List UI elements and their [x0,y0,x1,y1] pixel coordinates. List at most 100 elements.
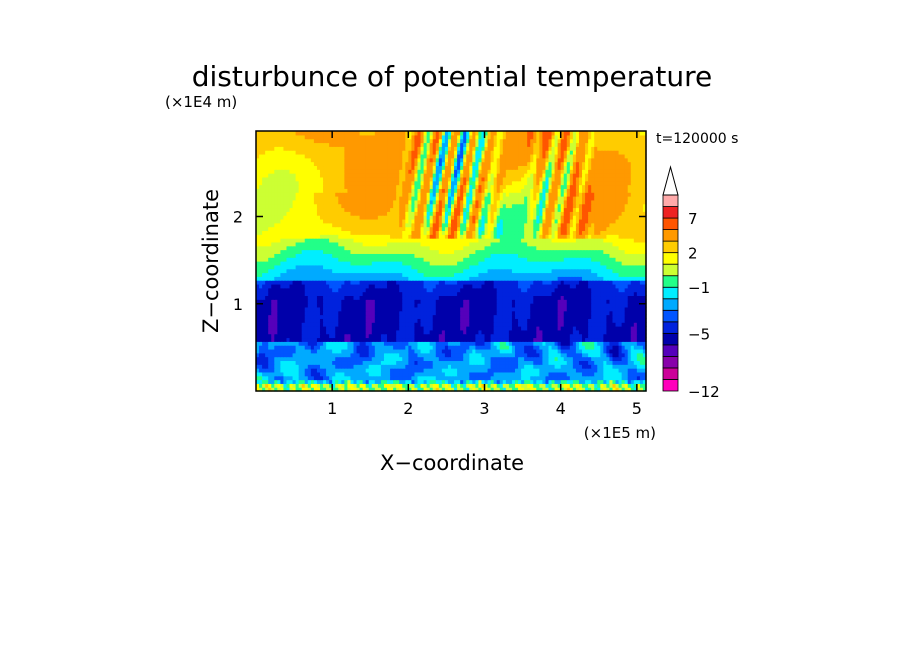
field-cell [536,348,540,354]
field-cell [280,295,285,300]
field-cell [426,326,431,331]
field-cell [396,314,400,319]
field-cell [524,310,528,316]
field-cell [511,326,516,331]
field-cell [402,268,406,274]
field-cell [338,356,342,362]
field-cell [429,295,434,300]
field-cell [639,306,644,312]
field-cell [371,364,376,369]
field-cell [594,245,598,251]
field-cell [566,356,571,362]
field-cell [454,276,458,281]
field-cell [262,314,266,319]
field-cell [603,303,607,308]
field-cell [441,280,446,285]
field-cell [316,299,321,304]
field-cell [423,356,428,362]
field-cell [441,360,446,365]
field-cell [554,272,559,277]
field-cell [490,261,495,266]
field-cell [514,268,519,274]
field-cell [441,287,446,293]
field-cell [514,283,519,289]
field-cell [319,253,324,258]
field-cell [478,261,483,266]
field-cell [542,387,547,392]
field-cell [597,299,601,304]
field-cell [323,326,327,331]
field-cell [630,379,635,384]
field-cell [615,306,620,312]
field-cell [518,375,522,381]
field-cell [606,322,611,327]
field-cell [524,371,528,377]
field-cell [493,283,498,289]
field-cell [457,379,461,384]
field-cell [481,261,486,266]
field-cell [301,245,306,251]
field-cell [460,387,464,392]
field-cell [618,249,623,254]
field-cell [304,287,309,293]
field-cell [292,272,297,277]
field-cell [268,329,272,335]
field-cell [387,375,391,381]
field-cell [609,241,614,247]
field-cell [271,360,275,365]
field-cell [502,261,507,266]
field-cell [335,287,339,293]
field-cell [338,261,342,266]
field-cell [390,276,394,281]
field-cell [496,318,501,323]
field-cell [289,257,294,262]
field-cell [533,341,537,346]
field-cell [536,371,540,377]
field-cell [636,329,641,335]
field-cell [627,287,632,293]
field-cell [335,245,339,251]
field-cell [402,341,406,346]
field-cell [527,241,531,247]
field-cell [307,352,312,358]
field-cell [478,295,483,300]
field-cell [536,360,540,365]
field-cell [615,322,620,327]
field-cell [329,345,333,350]
field-cell [304,379,309,384]
field-cell [286,333,291,339]
field-cell [280,276,285,281]
field-cell [368,368,373,373]
field-cell [514,257,519,262]
field-cell [274,303,278,308]
field-cell [390,387,394,392]
field-cell [265,375,269,381]
field-cell [560,375,565,381]
field-cell [356,303,361,308]
field-cell [292,371,297,377]
field-cell [262,283,266,289]
field-cell [335,241,339,247]
field-cell [323,303,327,308]
field-cell [594,310,598,316]
field-cell [557,345,562,350]
field-cell [490,241,495,247]
field-cell [326,291,330,297]
field-cell [478,383,483,388]
field-cell [469,268,473,274]
field-cell [341,387,345,392]
field-cell [417,249,422,254]
field-cell [606,364,611,369]
field-cell [380,287,385,293]
field-cell [420,295,425,300]
field-cell [326,287,330,293]
field-cell [505,257,510,262]
field-cell [594,306,598,312]
field-cell [484,341,489,346]
field-cell [316,379,321,384]
field-cell [460,299,464,304]
field-cell [341,268,345,274]
field-cell [377,261,382,266]
field-cell [271,371,275,377]
field-cell [560,272,565,277]
